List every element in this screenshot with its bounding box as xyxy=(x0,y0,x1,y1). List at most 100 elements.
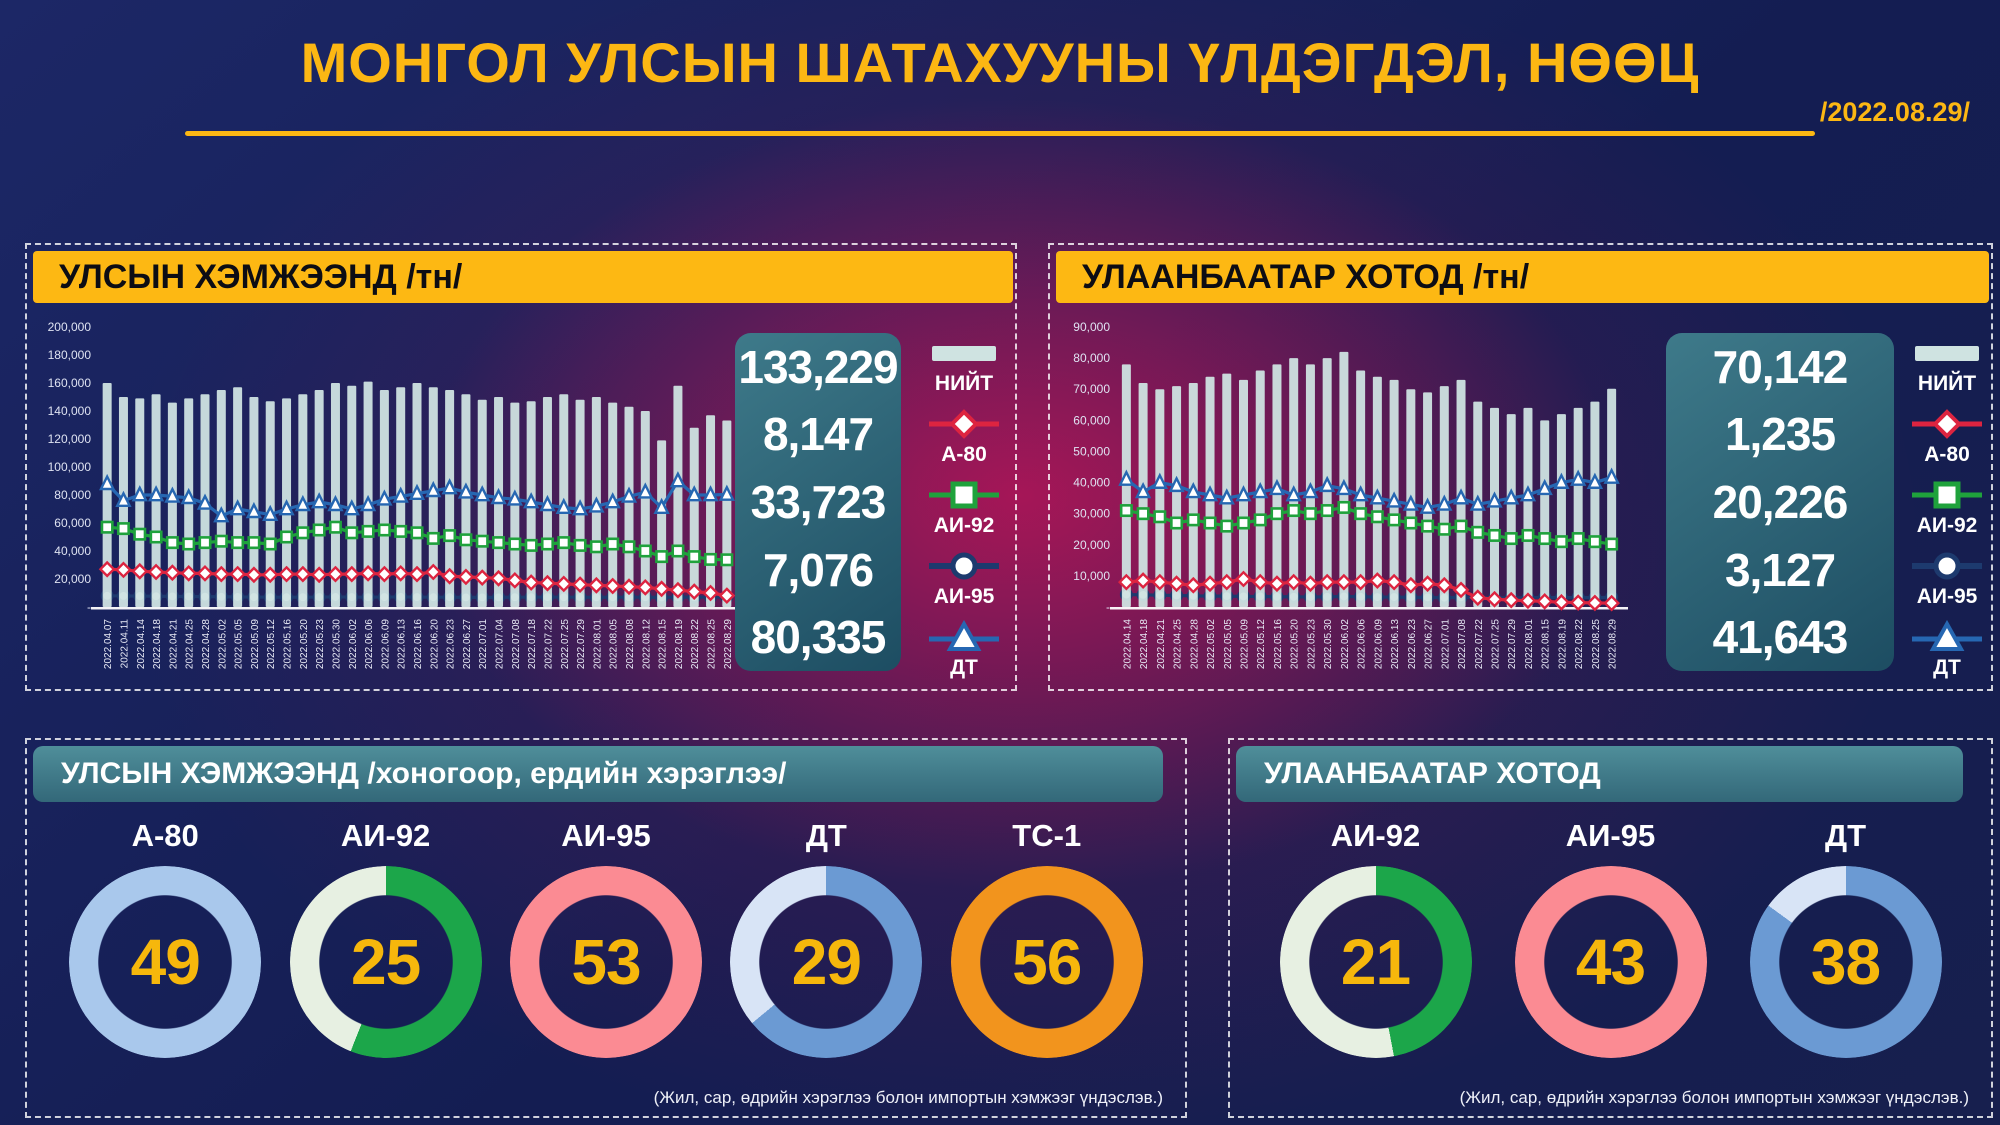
ub-stock-chart: 10,000 20,000 30,000 40,000 50,000 60,000 70,0… xyxy=(1073,320,1628,669)
national-stock-chart: 20,000 40,000 60,000 80,000 100,000 120,000 14… xyxy=(48,320,743,669)
svg-text:2022.08.25: 2022.08.25 xyxy=(1591,619,1602,669)
national-days-footnote: (Жил, сар, өдрийн хэрэглээ болон импорты… xyxy=(653,1088,1163,1107)
svg-text:2022.05.30: 2022.05.30 xyxy=(331,619,342,669)
svg-text:2022.08.22: 2022.08.22 xyxy=(690,619,701,669)
legend-label-ai92: АИ-92 xyxy=(1916,514,1978,537)
svg-text:2022.05.16: 2022.05.16 xyxy=(283,619,294,669)
national-ai95-value: 7,076 xyxy=(762,543,874,596)
national-ai92-value: 33,723 xyxy=(750,475,887,528)
a80-diamond-marker-icon xyxy=(1912,409,1982,439)
legend-entry-dt: ДТ xyxy=(1910,620,1984,680)
donut-ub-ai92: АИ-92 21 xyxy=(1279,818,1472,1058)
ai92-square-marker-icon xyxy=(1912,481,1982,509)
svg-text:2022.06.27: 2022.06.27 xyxy=(462,619,473,669)
donut-ts1: ТС-1 56 xyxy=(950,818,1143,1058)
national-total-value: 133,229 xyxy=(738,340,898,393)
svg-text:2022.07.29: 2022.07.29 xyxy=(576,619,587,669)
svg-text:2022.04.25: 2022.04.25 xyxy=(185,619,196,669)
legend-entry-ai95: АИ-95 xyxy=(927,549,1001,609)
panel-national-days-header: УЛСЫН ХЭМЖЭЭНД /хоногоор, ердийн хэрэглэ… xyxy=(33,746,1163,802)
svg-text:2022.05.16: 2022.05.16 xyxy=(1273,619,1284,669)
svg-text:2022.07.01: 2022.07.01 xyxy=(478,619,489,669)
svg-text:80,000: 80,000 xyxy=(54,488,91,502)
donut-ai92-gauge: 25 xyxy=(289,866,482,1058)
svg-text:2022.08.22: 2022.08.22 xyxy=(1574,619,1585,669)
svg-text:2022.06.09: 2022.06.09 xyxy=(380,619,391,669)
national-donut-row: А-80 49 АИ-92 25 АИ-95 53 xyxy=(27,818,1185,1058)
donut-dt-value: 29 xyxy=(791,926,862,998)
ub-total-value: 70,142 xyxy=(1712,340,1849,393)
svg-text:2022.08.01: 2022.08.01 xyxy=(592,619,603,669)
svg-text:2022.07.08: 2022.07.08 xyxy=(511,619,522,669)
legend-label-total: НИЙТ xyxy=(1917,372,1977,395)
svg-text:2022.06.02: 2022.06.02 xyxy=(348,619,359,669)
national-dt-value: 80,335 xyxy=(750,611,887,664)
svg-text:2022.07.22: 2022.07.22 xyxy=(1474,619,1485,669)
svg-text:80,000: 80,000 xyxy=(1073,351,1110,365)
legend-label-ai95: АИ-95 xyxy=(1916,585,1978,608)
legend-entry-total: НИЙТ xyxy=(1915,337,1979,396)
total-bar-swatch-icon xyxy=(932,346,996,361)
donut-ub-ai95-label: АИ-95 xyxy=(1565,818,1656,853)
donut-dt: ДТ 29 xyxy=(730,818,923,1058)
donut-a80-ring xyxy=(69,866,262,1058)
svg-text:40,000: 40,000 xyxy=(54,544,91,558)
svg-text:180,000: 180,000 xyxy=(48,348,92,362)
svg-text:2022.08.19: 2022.08.19 xyxy=(1557,619,1568,669)
svg-text:2022.08.29: 2022.08.29 xyxy=(1608,619,1619,669)
svg-text:90,000: 90,000 xyxy=(1073,320,1110,334)
dt-triangle-marker-icon xyxy=(1912,620,1982,651)
svg-text:2022.05.20: 2022.05.20 xyxy=(299,619,310,669)
donut-ub-dt: ДТ 38 xyxy=(1749,818,1942,1058)
svg-text:10,000: 10,000 xyxy=(1073,569,1110,583)
svg-text:2022.04.28: 2022.04.28 xyxy=(1189,619,1200,669)
svg-text:160,000: 160,000 xyxy=(48,376,92,390)
svg-text:70,000: 70,000 xyxy=(1073,382,1110,396)
legend-entry-dt: ДТ xyxy=(927,620,1001,680)
ub-a80-value: 1,235 xyxy=(1724,408,1836,461)
donut-a80-value: 49 xyxy=(130,926,201,998)
svg-text:2022.06.23: 2022.06.23 xyxy=(446,619,457,669)
ai95-circle-marker-icon xyxy=(1912,552,1982,580)
svg-text:40,000: 40,000 xyxy=(1073,476,1110,490)
svg-text:2022.05.02: 2022.05.02 xyxy=(217,619,228,669)
ub-legend: НИЙТ А-80 АИ-92 АИ-95 ДТ xyxy=(1902,337,1992,680)
svg-text:2022.07.25: 2022.07.25 xyxy=(1491,619,1502,669)
svg-text:20,000: 20,000 xyxy=(54,572,91,586)
legend-label-total: НИЙТ xyxy=(934,372,994,395)
svg-text:2022.08.15: 2022.08.15 xyxy=(1541,619,1552,669)
donut-a80-gauge: 49 xyxy=(69,866,262,1058)
svg-text:2022.04.21: 2022.04.21 xyxy=(168,619,179,669)
svg-text:2022.05.05: 2022.05.05 xyxy=(234,619,245,669)
panel-national-stock: УЛСЫН ХЭМЖЭЭНД /тн/ 20,000 40,000 60,000 80… xyxy=(25,243,1017,691)
ub-days-footnote: (Жил, сар, өдрийн хэрэглээ болон импорты… xyxy=(1459,1088,1969,1107)
national-legend: НИЙТ А-80 АИ-92 АИ-95 ДТ xyxy=(911,337,1017,680)
legend-label-ai92: АИ-92 xyxy=(933,514,995,537)
national-a80-value: 8,147 xyxy=(762,408,874,461)
legend-label-dt: ДТ xyxy=(950,656,978,679)
legend-label-a80: А-80 xyxy=(941,443,987,466)
panel-ub-stock-header: УЛААНБААТАР ХОТОД /тн/ xyxy=(1056,251,1989,303)
donut-ai92-label: АИ-92 xyxy=(340,818,431,853)
svg-text:2022.05.12: 2022.05.12 xyxy=(1256,619,1267,669)
legend-entry-total: НИЙТ xyxy=(932,337,996,396)
donut-ub-ai95-gauge: 43 xyxy=(1514,866,1707,1058)
donut-ai95-label: АИ-95 xyxy=(561,818,651,853)
donut-ub-dt-ring xyxy=(1749,866,1942,1058)
donut-ub-ai95-value: 43 xyxy=(1575,926,1646,998)
svg-text:2022.04.28: 2022.04.28 xyxy=(201,619,212,669)
svg-text:2022.08.29: 2022.08.29 xyxy=(723,619,734,669)
svg-text:2022.07.22: 2022.07.22 xyxy=(543,619,554,669)
donut-ts1-gauge: 56 xyxy=(950,866,1143,1058)
panel-ub-days: УЛААНБААТАР ХОТОД АИ-92 21 АИ-95 43 ДТ xyxy=(1228,738,1993,1118)
panel-ub-stock: УЛААНБААТАР ХОТОД /тн/ 10,000 20,000 30,00… xyxy=(1048,243,1993,691)
legend-entry-ai92: АИ-92 xyxy=(1910,478,1984,538)
legend-label-ai95: АИ-95 xyxy=(933,585,995,608)
a80-diamond-marker-icon xyxy=(929,409,999,439)
panel-national-days: УЛСЫН ХЭМЖЭЭНД /хоногоор, ердийн хэрэглэ… xyxy=(25,738,1187,1118)
svg-text:2022.06.13: 2022.06.13 xyxy=(397,619,408,669)
donut-ai92: АИ-92 25 xyxy=(289,818,482,1058)
svg-text:120,000: 120,000 xyxy=(48,432,92,446)
donut-ub-ai92-label: АИ-92 xyxy=(1330,818,1421,853)
